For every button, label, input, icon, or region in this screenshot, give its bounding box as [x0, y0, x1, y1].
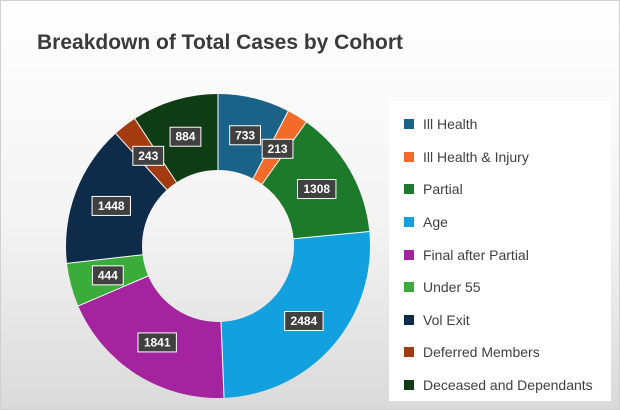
data-label-box: [261, 138, 294, 159]
data-label-value: 213: [268, 142, 288, 156]
legend-swatch: [404, 217, 414, 228]
legend-label: Ill Health: [423, 116, 478, 133]
legend-item-vol-exit: Vol Exit: [389, 304, 611, 337]
data-label-box: [297, 179, 337, 200]
data-label-partial: 1308: [297, 179, 337, 200]
legend-label: Age: [423, 214, 448, 231]
chart-legend: Ill Health Ill Health & Injury Partial Age F…: [389, 101, 611, 401]
legend-item-ill-health: Ill Health: [389, 108, 611, 141]
legend-item-deceased-and-dependants: Deceased and Dependants: [389, 369, 611, 402]
legend-label: Final after Partial: [423, 246, 529, 263]
data-label-box: [137, 332, 177, 353]
legend-swatch: [404, 249, 414, 260]
slice-separator: [293, 231, 370, 240]
data-label-box: [132, 145, 165, 166]
data-label-ill-health-and-injury: 213: [261, 138, 294, 159]
data-label-deceased-and-dependants: 884: [169, 126, 202, 147]
data-label-value: 2484: [291, 314, 318, 328]
chart-title: Breakdown of Total Cases by Cohort: [37, 31, 403, 54]
legend-swatch: [404, 314, 414, 325]
legend-label: Partial: [423, 181, 463, 198]
data-label-vol-exit: 1448: [91, 195, 131, 216]
legend-item-age: Age: [389, 206, 611, 239]
legend-label: Vol Exit: [423, 311, 470, 328]
data-label-value: 1841: [144, 335, 171, 349]
legend-label: Ill Health & Injury: [423, 148, 529, 165]
legend-swatch: [404, 282, 414, 293]
legend-swatch: [404, 151, 414, 162]
data-label-box: [91, 195, 131, 216]
legend-label: Under 55: [423, 279, 481, 296]
legend-swatch: [404, 184, 414, 195]
legend-item-final-after-partial: Final after Partial: [389, 238, 611, 271]
data-label-value: 733: [235, 128, 255, 142]
data-label-value: 444: [98, 268, 118, 282]
data-label-final-after-partial: 1841: [137, 332, 177, 353]
slice-separator: [66, 254, 143, 264]
data-label-value: 243: [138, 149, 158, 163]
slice-separator: [220, 321, 225, 398]
data-label-deferred-members: 243: [132, 145, 165, 166]
data-label-box: [284, 310, 324, 331]
data-label-value: 884: [175, 130, 195, 144]
data-label-box: [169, 126, 202, 147]
data-label-age: 2484: [284, 310, 324, 331]
data-label-value: 1308: [303, 182, 330, 196]
legend-item-partial: Partial: [389, 173, 611, 206]
legend-item-under-55: Under 55: [389, 271, 611, 304]
legend-label: Deferred Members: [423, 344, 540, 361]
legend-item-deferred-members: Deferred Members: [389, 336, 611, 369]
legend-swatch: [404, 347, 414, 358]
data-label-value: 1448: [98, 199, 125, 213]
data-label-box: [229, 125, 261, 146]
legend-label: Deceased and Dependants: [423, 377, 593, 394]
data-label-ill-health: 733: [229, 125, 261, 146]
slice-separator: [78, 275, 149, 307]
data-label-under-55: 444: [91, 265, 124, 286]
data-label-box: [91, 265, 124, 286]
legend-item-ill-health-and-injury: Ill Health & Injury: [389, 141, 611, 174]
legend-swatch: [404, 380, 414, 391]
legend-swatch: [404, 119, 414, 130]
